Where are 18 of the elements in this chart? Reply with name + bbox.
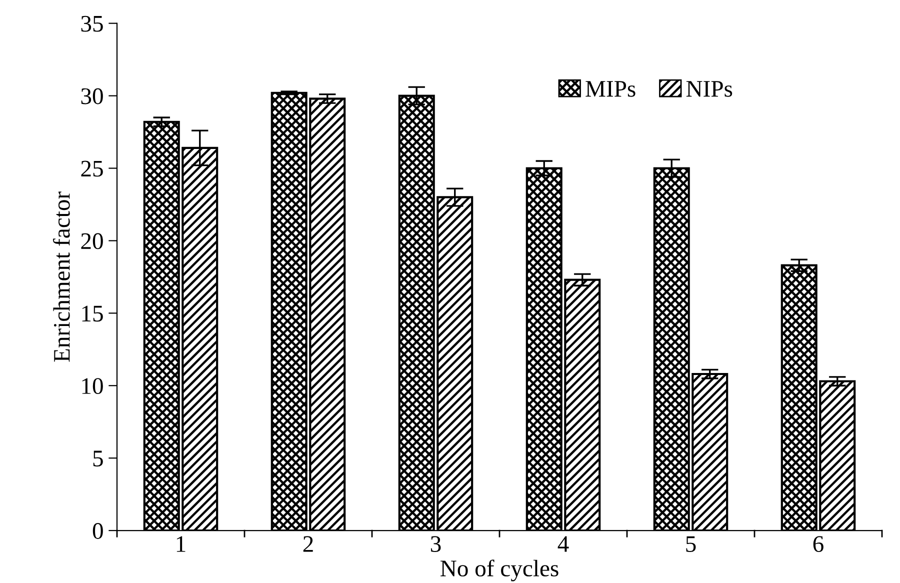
x-tick-label: 1 [176, 536, 186, 552]
x-tick-label: 5 [686, 536, 696, 552]
y-tick-label: 20 [81, 233, 103, 250]
y-tick-label: 35 [81, 16, 103, 32]
x-tick-label: 2 [303, 536, 313, 552]
legend-label: MIPs [586, 81, 636, 97]
x-tick-label: 6 [813, 536, 824, 552]
y-tick-label: 0 [92, 523, 103, 539]
y-tick-label: 10 [82, 378, 103, 394]
x-axis-title: No of cycles [440, 560, 558, 582]
y-tick-label: 15 [82, 306, 103, 322]
y-tick-label: 30 [81, 88, 103, 104]
legend-label: NIPs [686, 81, 732, 97]
x-tick-label: 4 [558, 536, 569, 552]
x-tick-label: 3 [430, 536, 441, 552]
y-tick-label: 25 [81, 160, 103, 177]
y-tick-label: 5 [93, 450, 103, 466]
y-axis-title: Enrichment factor [52, 192, 70, 362]
